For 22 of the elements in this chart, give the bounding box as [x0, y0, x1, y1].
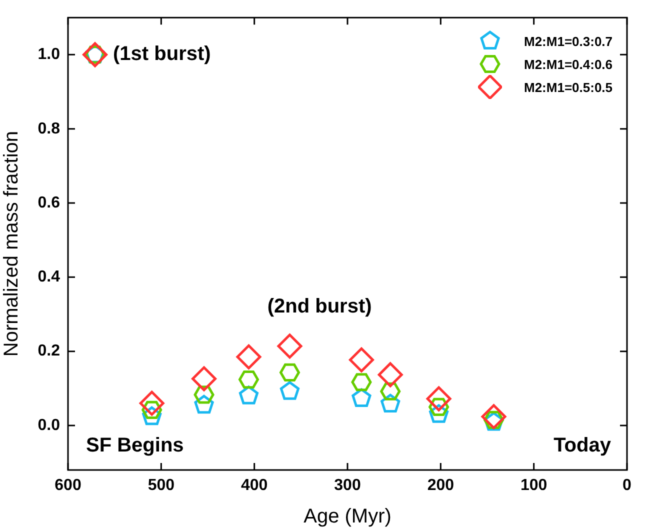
x-tick-label: 100 [520, 477, 548, 494]
y-axis-title: Normalized mass fraction [0, 130, 23, 357]
y-tick-label: 1.0 [38, 46, 60, 64]
x-tick-label: 0 [622, 477, 632, 494]
y-tick-label: 0.2 [38, 342, 60, 360]
y-tick-label: 0.8 [38, 120, 60, 138]
x-axis-title: Age (Myr) [304, 506, 392, 528]
legend-label: M2:M1=0.5:0.5 [524, 80, 613, 95]
y-tick-label: 0.0 [38, 416, 60, 434]
y-tick-label: 0.6 [38, 194, 60, 212]
y-tick-label: 0.4 [38, 268, 60, 286]
x-tick-label: 200 [427, 477, 454, 494]
x-tick-label: 600 [54, 477, 82, 494]
x-tick-label: 400 [240, 477, 268, 494]
x-tick-label: 300 [334, 477, 361, 494]
annotation: (2nd burst) [267, 295, 372, 318]
annotation: (1st burst) [113, 43, 211, 66]
legend-label: M2:M1=0.4:0.6 [524, 56, 613, 72]
annotation: Today [554, 434, 612, 457]
legend-label: M2:M1=0.3:0.7 [524, 34, 613, 49]
annotation: SF Begins [86, 434, 184, 457]
x-tick-label: 500 [148, 477, 175, 494]
